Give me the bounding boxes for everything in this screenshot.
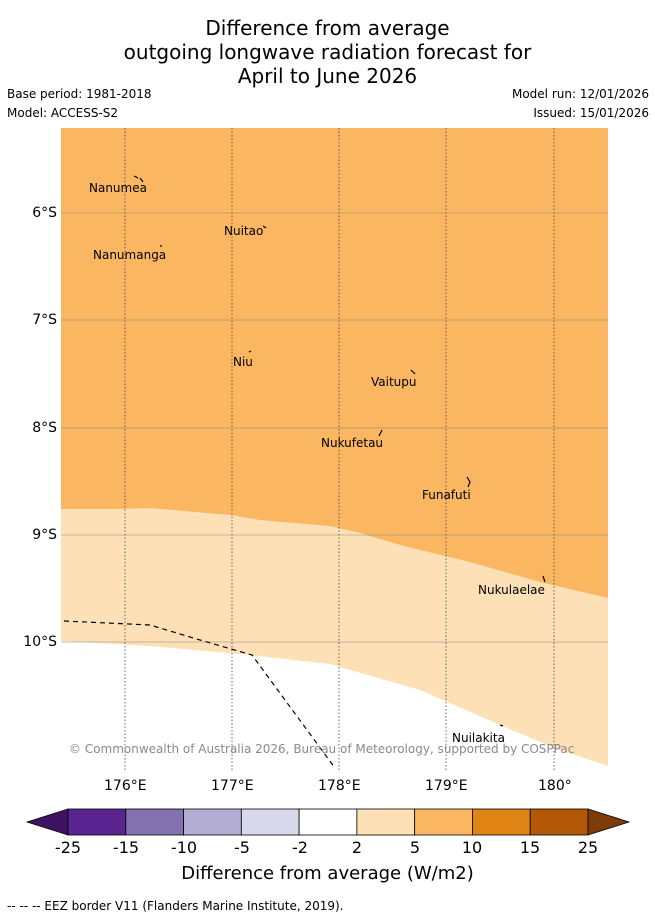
island-shape-nuitao [262, 225, 267, 229]
colorbar-high-arrow [587, 808, 631, 836]
lat-tick: 8°S [32, 420, 57, 436]
lon-tick: 179°E [425, 778, 468, 794]
colorbar-segment [67, 808, 127, 836]
colorbar-label: 15 [519, 838, 541, 857]
island-label-vaitupu: Vaitupu [371, 375, 417, 389]
island-shape-nanumea [133, 175, 144, 183]
colorbar-label: 2 [351, 838, 363, 857]
colorbar-label: 25 [577, 838, 599, 857]
colorbar-segment [356, 808, 416, 836]
eez-legend: -- -- -- EEZ border V11 (Flanders Marine… [7, 899, 344, 913]
colorbar-label: 10 [461, 838, 483, 857]
base-period: Base period: 1981-2018 [7, 87, 152, 101]
island-label-nuilakita: Nuilakita [452, 731, 505, 745]
lat-gridlines [61, 212, 608, 643]
lon-tick: 178°E [318, 778, 361, 794]
lat-tick: 10°S [23, 634, 57, 650]
island-label-nanumanga: Nanumanga [93, 248, 167, 262]
island-shapes [133, 175, 546, 727]
title-line: Difference from average [205, 16, 450, 40]
island-shape-nuilakita [499, 724, 504, 727]
lat-tick: 9°S [32, 527, 57, 543]
island-label-funafuti: Funafuti [422, 488, 471, 502]
title-line: April to June 2026 [237, 64, 418, 88]
island-shape-niu [248, 350, 252, 353]
lat-tick: 7°S [32, 312, 57, 328]
island-shape-nukufetau [378, 429, 383, 437]
colorbar-label: -25 [54, 838, 82, 857]
island-label-nukulaelae: Nukulaelae [478, 583, 545, 597]
island-shape-vaitupu [410, 369, 416, 375]
colorbar-segment [472, 808, 531, 836]
colorbar-title: Difference from average (W/m2) [181, 863, 474, 884]
band-5-to-10 [61, 128, 608, 598]
lat-tick: 6°S [32, 205, 57, 221]
colorbar-segment [125, 808, 184, 836]
island-shape-funafuti [466, 476, 471, 488]
map-title: Difference from average outgoing longwav… [0, 16, 655, 88]
copyright-notice: © Commonwealth of Australia 2026, Bureau… [69, 742, 575, 756]
model-name: Model: ACCESS-S2 [7, 106, 119, 120]
lon-tick: 177°E [211, 778, 254, 794]
island-label-niu: Niu [233, 355, 253, 369]
colorbar-segment [183, 808, 242, 836]
island-shape-nukulaelae [542, 575, 546, 583]
colorbar-segment [240, 808, 300, 836]
colorbar-segment [298, 808, 358, 836]
colorbar-low-arrow [25, 808, 69, 836]
issued-date: Issued: 15/01/2026 [533, 106, 649, 120]
island-label-nuitao: Nuitao [224, 224, 264, 238]
colorbar-label: 5 [409, 838, 421, 857]
lon-tick: 180° [538, 778, 572, 794]
eez-border [63, 620, 336, 769]
colorbar-segment [414, 808, 473, 836]
colorbar-label: -2 [292, 838, 308, 857]
lon-tick: 176°E [104, 778, 147, 794]
colorbar-label: -10 [170, 838, 198, 857]
island-label-nanumea: Nanumea [89, 181, 147, 195]
title-line: outgoing longwave radiation forecast for [123, 40, 532, 64]
island-label-nukufetau: Nukufetau [321, 436, 384, 450]
colorbar-label: -5 [234, 838, 250, 857]
model-run: Model run: 12/01/2026 [511, 87, 649, 101]
colorbar-label: -15 [112, 838, 140, 857]
colorbar-segment [529, 808, 589, 836]
